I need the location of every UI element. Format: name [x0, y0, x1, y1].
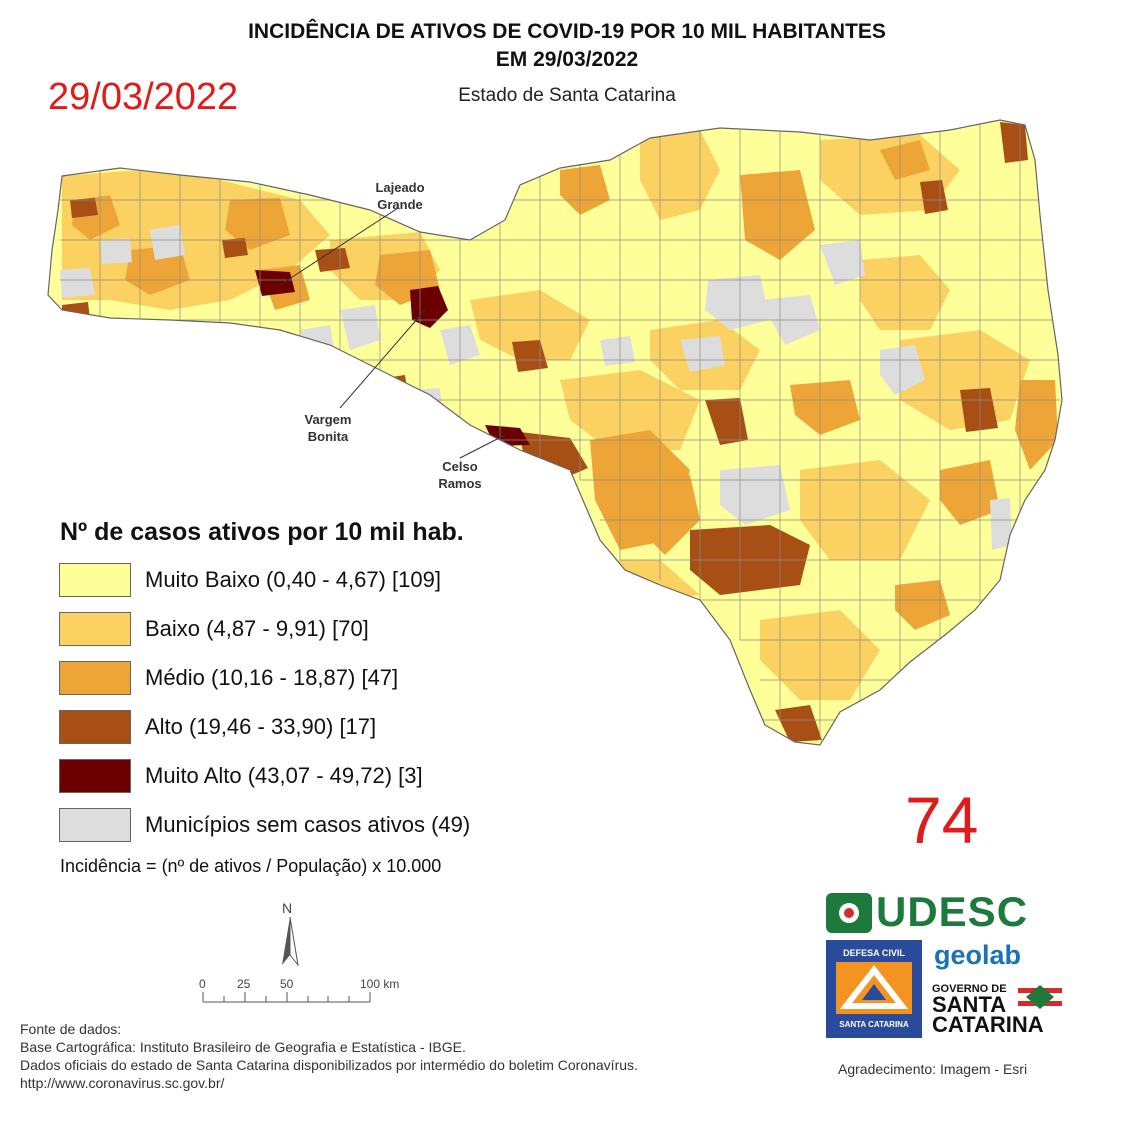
- callout-celso-ramos: Celso Ramos: [420, 458, 500, 492]
- legend-swatch-medio: [59, 661, 131, 695]
- defesa-civil-bottom-text: SANTA CATARINA: [839, 1020, 909, 1029]
- udesc-logo-text: UDESC: [876, 888, 1029, 935]
- bulletin-number: 74: [905, 783, 979, 857]
- legend-swatch-muito-baixo: [59, 563, 131, 597]
- legend-label-sem-casos: Municípios sem casos ativos (49): [145, 812, 471, 837]
- callout-vargem-bonita: Vargem Bonita: [288, 411, 368, 445]
- legend-swatch-sem-casos: [59, 808, 131, 842]
- scale-tick-25: 25: [237, 977, 251, 991]
- legend-swatch-muito-alto: [59, 759, 131, 793]
- scale-tick-0: 0: [199, 977, 206, 991]
- source-line1: Fonte de dados:: [20, 1021, 122, 1037]
- source-line3: Dados oficiais do estado de Santa Catari…: [20, 1057, 638, 1073]
- defesa-civil-emblem-icon: [836, 962, 912, 1014]
- udesc-logo-icon: [826, 893, 872, 933]
- callout-vargem-bonita-line2: Bonita: [307, 429, 349, 444]
- callout-celso-ramos-line2: Ramos: [438, 476, 482, 491]
- source-line4: http://www.coronavirus.sc.gov.br/: [20, 1075, 225, 1091]
- legend-label-alto: Alto (19,46 - 33,90) [17]: [145, 714, 377, 739]
- date-stamp: 29/03/2022: [48, 76, 239, 118]
- callout-celso-ramos-line1: Celso: [442, 459, 478, 474]
- callout-lajeado-grande: Lajeado Grande: [360, 179, 440, 213]
- legend-swatch-baixo: [59, 612, 131, 646]
- callout-lajeado-grande-line1: Lajeado: [375, 180, 425, 195]
- scale-bar: [202, 992, 371, 1003]
- defesa-civil-top-text: DEFESA CIVIL: [843, 948, 905, 958]
- map-subtitle: Estado de Santa Catarina: [458, 85, 676, 106]
- callout-line-vargem-bonita: [339, 309, 426, 409]
- map-title-line1: INCIDÊNCIA DE ATIVOS DE COVID-19 POR 10 …: [248, 20, 886, 43]
- callout-line-celso-ramos: [459, 434, 506, 459]
- municipal-boundaries: [60, 120, 1060, 740]
- callout-line-lajeado-grande: [279, 207, 399, 286]
- legend-label-muito-alto: Muito Alto (43,07 - 49,72) [3]: [145, 763, 423, 788]
- north-label: N: [282, 900, 293, 916]
- legend-label-baixo: Baixo (4,87 - 9,91) [70]: [145, 616, 369, 641]
- map-title-line2: EM 29/03/2022: [495, 48, 639, 71]
- legend-label-muito-baixo: Muito Baixo (0,40 - 4,67) [109]: [145, 567, 441, 592]
- governo-line2: SANTA: [932, 992, 1007, 1017]
- callout-lajeado-grande-line2: Grande: [377, 197, 423, 212]
- callout-vargem-bonita-line1: Vargem: [304, 412, 352, 427]
- legend-swatch-alto: [59, 710, 131, 744]
- defesa-civil-logo: DEFESA CIVIL SANTA CATARINA: [826, 940, 922, 1038]
- governo-line3: CATARINA: [932, 1012, 1044, 1037]
- scale-tick-100: 100 km: [360, 977, 400, 991]
- scale-tick-50: 50: [280, 977, 294, 991]
- source-line2: Base Cartográfica: Instituto Brasileiro …: [20, 1039, 466, 1055]
- legend-title: Nº de casos ativos por 10 mil hab.: [60, 518, 464, 546]
- legend-label-medio: Médio (10,16 - 18,87) [47]: [145, 665, 399, 690]
- state-outline: [47, 119, 1063, 746]
- north-arrow-icon: [282, 916, 299, 967]
- governo-line1: GOVERNO DE: [932, 983, 1007, 995]
- sc-flag-icon: [1018, 984, 1062, 1010]
- geolab-logo-text: geolab: [934, 940, 1022, 970]
- incidence-formula: Incidência = (nº de ativos / População) …: [60, 856, 442, 876]
- municipalities-layer: [48, 120, 1062, 745]
- acknowledgement: Agradecimento: Imagem - Esri: [838, 1061, 1028, 1077]
